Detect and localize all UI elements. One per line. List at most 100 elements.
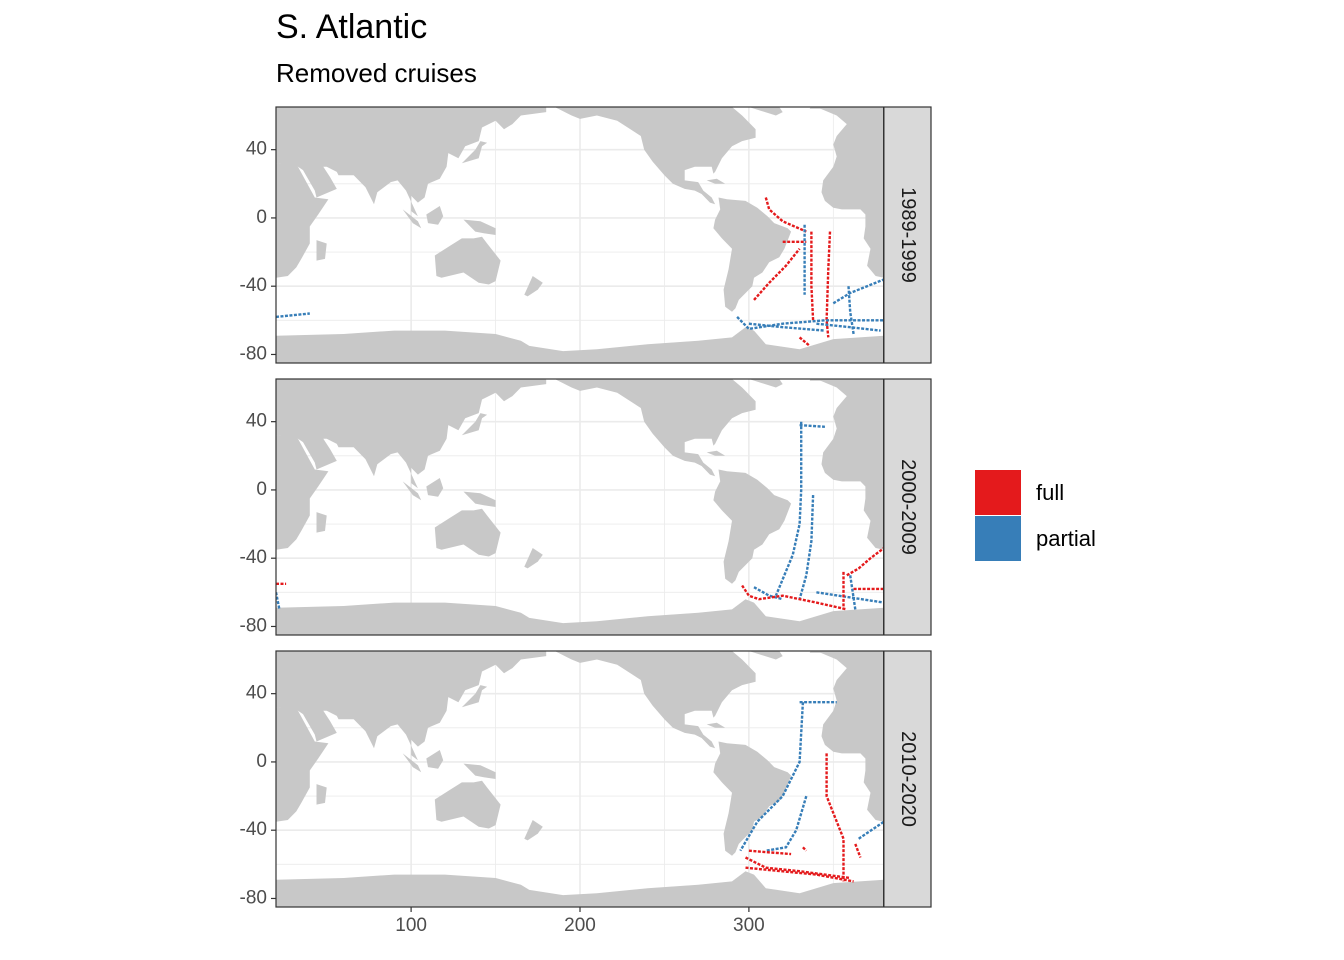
land-sumatra <box>402 209 422 229</box>
land-madagascar <box>316 512 327 533</box>
legend-key-full <box>975 470 1021 515</box>
land-cuba <box>706 178 726 184</box>
y-tick-label: 0 <box>256 751 267 772</box>
land-new-zealand <box>524 548 543 569</box>
land-madagascar <box>316 784 327 805</box>
land-borneo <box>426 478 444 497</box>
facet-strip-label: 1989-1999 <box>897 187 919 283</box>
land-sumatra <box>402 753 422 773</box>
facet-strip <box>883 378 932 636</box>
land-africa-east <box>276 707 329 822</box>
cruise-track-full <box>764 197 807 233</box>
land-africa-east <box>276 435 329 550</box>
cruise-track-full <box>745 866 854 883</box>
cruise-track-full <box>825 231 832 338</box>
cruise-track-full <box>802 846 808 852</box>
legend-key-partial <box>975 516 1021 561</box>
y-tick-label: 40 <box>246 139 267 160</box>
land-borneo <box>426 206 444 225</box>
cruise-track-partial <box>832 278 884 305</box>
cruise-track-full <box>846 547 884 577</box>
y-tick-label: -40 <box>240 819 267 840</box>
cruise-track-full <box>753 247 801 301</box>
cruise-track-partial <box>765 795 808 852</box>
land-south-america <box>713 469 792 584</box>
y-tick-label: -80 <box>240 887 267 908</box>
land-north-america <box>554 379 756 477</box>
cruise-track-full <box>854 843 862 858</box>
land-eurasia <box>276 651 547 761</box>
land-africa-west <box>816 107 884 278</box>
land-south-america <box>713 741 792 856</box>
legend-label-partial: partial <box>1036 526 1096 551</box>
land-australia <box>434 780 501 829</box>
land-greenland <box>748 651 783 660</box>
land-new-guinea <box>463 491 496 507</box>
cruise-track-partial <box>739 702 805 852</box>
land-africa-east <box>276 163 329 278</box>
land-north-america <box>554 107 756 205</box>
y-tick-label: 40 <box>246 683 267 704</box>
legend-label-full: full <box>1036 480 1065 505</box>
land-greenland <box>748 379 783 388</box>
y-tick-label: 0 <box>256 479 267 500</box>
land-antarctica <box>276 871 884 907</box>
land-sumatra <box>402 481 422 501</box>
cruise-track-partial <box>748 322 825 332</box>
land-eurasia <box>276 379 547 489</box>
panel-layer <box>276 379 884 635</box>
cruise-track-partial <box>753 586 784 601</box>
cruise-track-partial <box>798 495 815 600</box>
land-cuba <box>706 722 726 728</box>
cruise-track-full <box>741 584 848 611</box>
facet-strip-label: 2010-2020 <box>897 731 919 827</box>
land-cuba <box>706 450 726 456</box>
land-australia <box>434 236 501 285</box>
panel-border <box>275 650 932 908</box>
y-tick-label: 40 <box>246 411 267 432</box>
panel-layer <box>276 651 884 907</box>
facet-strip <box>883 106 932 364</box>
panel-border <box>275 106 932 364</box>
land-north-america <box>554 651 756 749</box>
facet-strip-label: 2000-2009 <box>897 459 919 555</box>
land-africa-west <box>816 651 884 822</box>
cruise-track-partial <box>858 820 884 840</box>
cruise-track-full <box>748 849 792 856</box>
y-tick-label: -40 <box>240 547 267 568</box>
cruise-track-partial <box>736 316 884 331</box>
x-tick-label: 200 <box>564 915 596 936</box>
land-africa-west <box>816 379 884 550</box>
cruise-track-partial <box>276 312 310 319</box>
y-tick-label: -80 <box>240 615 267 636</box>
land-antarctica <box>276 599 884 635</box>
land-new-zealand <box>524 276 543 297</box>
cruise-track-full <box>825 753 845 882</box>
y-tick-label: 0 <box>256 207 267 228</box>
land-new-zealand <box>524 820 543 841</box>
cruise-track-full <box>744 856 851 880</box>
land-madagascar <box>316 240 327 261</box>
x-tick-label: 100 <box>395 915 427 936</box>
land-borneo <box>426 750 444 769</box>
land-new-guinea <box>463 763 496 779</box>
cruise-track-partial <box>849 575 857 610</box>
land-greenland <box>748 107 783 116</box>
cruise-track-partial <box>816 591 884 604</box>
chart-title: S. Atlantic <box>276 8 428 46</box>
chart-subtitle: Removed cruises <box>276 58 477 88</box>
y-tick-label: -80 <box>240 343 267 364</box>
land-new-guinea <box>463 219 496 235</box>
land-eurasia <box>276 107 547 217</box>
land-japan <box>461 413 488 436</box>
land-antarctica <box>276 327 884 363</box>
panel-layer <box>276 107 884 363</box>
cruise-track-full <box>798 336 811 347</box>
facet-strip <box>883 650 932 908</box>
y-tick-label: -40 <box>240 275 267 296</box>
land-japan <box>461 141 488 164</box>
cruise-track-full <box>810 231 815 321</box>
land-japan <box>461 685 488 708</box>
cruise-track-partial <box>774 421 803 597</box>
